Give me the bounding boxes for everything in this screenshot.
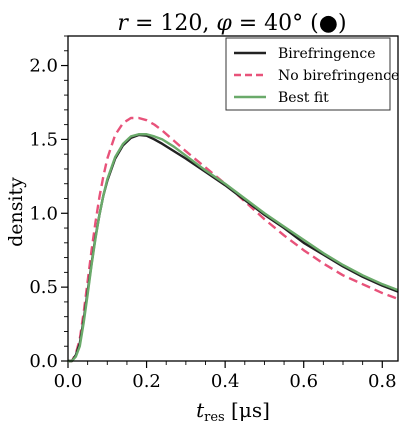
x-axis-label-unit: [μs] bbox=[225, 398, 270, 422]
y-tick-label: 1.0 bbox=[29, 203, 58, 224]
series-layer bbox=[68, 116, 399, 363]
title-r-variable: r bbox=[117, 11, 129, 36]
axis-ticks: 0.0 0.2 0.4 0.6 0.8 0.0 0.5 1.0 1.5 2.0 bbox=[29, 35, 397, 392]
x-tick-label: 0.8 bbox=[368, 371, 397, 392]
legend-label: Birefringence bbox=[278, 46, 376, 62]
x-axis-label-variable: t bbox=[196, 398, 205, 422]
x-tick-label: 0.0 bbox=[54, 371, 83, 392]
y-tick-label: 1.5 bbox=[29, 129, 58, 150]
plot-frame bbox=[67, 35, 399, 362]
legend-label: No birefringence bbox=[278, 68, 399, 84]
legend: Birefringence No birefringence Best fit bbox=[225, 37, 399, 111]
title-marker: ● bbox=[319, 11, 338, 36]
y-tick-label: 0.5 bbox=[29, 277, 58, 298]
x-tick-label: 0.6 bbox=[289, 371, 318, 392]
chart-title: r = 120, φ = 40° (●) bbox=[117, 11, 346, 36]
x-tick-label: 0.4 bbox=[211, 371, 240, 392]
title-phi-variable: φ bbox=[216, 11, 232, 36]
title-r-value: = 120, bbox=[128, 11, 216, 36]
x-axis-label-subscript: res bbox=[204, 410, 225, 425]
title-phi-value: = 40° ( bbox=[232, 11, 319, 36]
series-line-best-fit bbox=[68, 133, 399, 363]
x-tick-label: 0.2 bbox=[132, 371, 161, 392]
y-axis-label: density bbox=[5, 177, 27, 247]
series-line-no-birefringence bbox=[68, 116, 399, 363]
x-axis-label: tres [μs] bbox=[196, 398, 270, 425]
y-tick-label: 0.0 bbox=[29, 351, 58, 372]
y-tick-label: 2.0 bbox=[29, 56, 58, 77]
title-close: ) bbox=[338, 11, 347, 36]
legend-label: Best fit bbox=[278, 90, 329, 106]
